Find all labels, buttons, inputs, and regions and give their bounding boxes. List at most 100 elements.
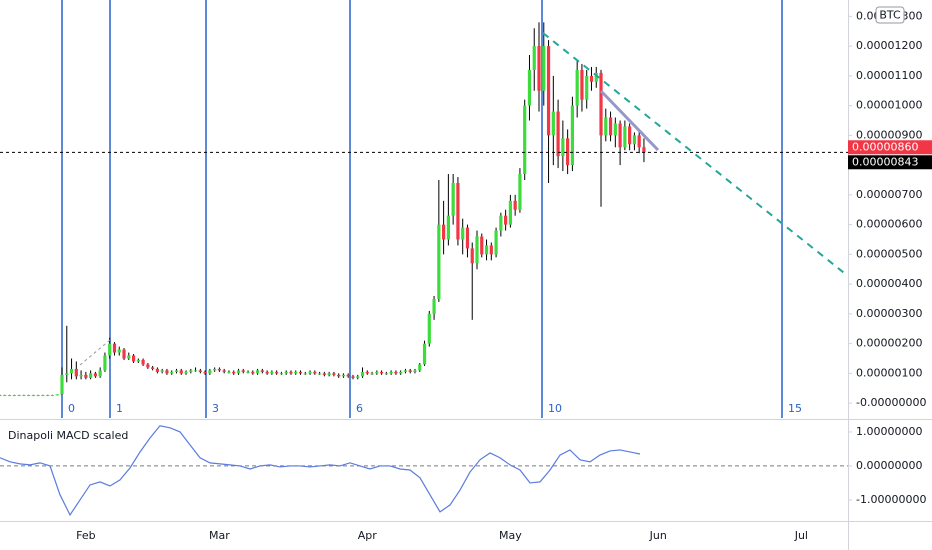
candle-body [93, 373, 97, 377]
x-tick-label: Apr [358, 529, 378, 542]
candle-body [446, 215, 450, 240]
candle-body [22, 395, 26, 397]
symbol: BTC [879, 9, 901, 22]
candle-body [84, 374, 88, 378]
candle-body [155, 368, 160, 372]
candle-body [613, 123, 617, 136]
candle-body [74, 368, 78, 377]
candle-body [337, 374, 341, 377]
y-tick-label: 0.00000400 [856, 277, 922, 290]
y-tick-label: 0.00001000 [856, 99, 922, 112]
candle-body [384, 373, 388, 375]
candle-body [208, 370, 212, 374]
candle-body [112, 343, 117, 353]
candle-body [642, 147, 646, 153]
candle-body [575, 69, 579, 106]
candle-body [165, 370, 169, 374]
y-tick-label: 0.00000200 [856, 337, 922, 350]
candle-body [399, 371, 403, 374]
candle-body [179, 370, 183, 374]
candle-body [599, 72, 603, 136]
candle-body [46, 395, 50, 397]
candle-body [566, 138, 570, 166]
y-tick-label: 0.00000300 [856, 307, 922, 320]
candle-body [227, 371, 231, 373]
candle-body [389, 371, 393, 374]
candle-body [327, 373, 331, 375]
candle-body [365, 371, 369, 374]
fib-time-label: 10 [548, 402, 562, 415]
candle-body [628, 126, 632, 145]
candle-body [537, 46, 541, 91]
y-tick-label: -0.00000000 [856, 396, 926, 409]
candle-body [174, 370, 179, 372]
candle-body [65, 373, 69, 375]
candle-body [36, 395, 40, 397]
candle-body [198, 370, 202, 372]
candle-body [484, 245, 489, 255]
candle-body [131, 355, 136, 362]
candle-body [594, 72, 598, 82]
x-tick-label: May [499, 529, 522, 542]
x-tick-label: Mar [209, 529, 230, 542]
candle-body [136, 359, 140, 362]
candle-body [523, 105, 527, 175]
candle-body [98, 370, 102, 377]
candle-body [31, 395, 35, 397]
candle-body [193, 370, 198, 372]
candle-body [69, 368, 74, 374]
candle-body [375, 371, 379, 374]
y-tick-label: 0.00000500 [856, 247, 922, 260]
candle-body [213, 368, 217, 371]
candle-body [585, 75, 589, 100]
candle-body [637, 135, 641, 148]
candle-body [442, 224, 446, 240]
candle-body [260, 370, 264, 372]
candle-body [542, 46, 546, 91]
candle-body [160, 370, 164, 372]
trend-line [599, 89, 660, 152]
candle-body [170, 371, 174, 374]
y-tick-label: 0.00001100 [856, 69, 922, 82]
candle-body [117, 349, 121, 353]
candle-body [451, 182, 455, 216]
price-label-box [848, 155, 932, 170]
indicator-y-tick-label: 1.00000000 [856, 425, 922, 438]
candle-body [308, 371, 312, 374]
candle-body [432, 298, 436, 314]
indicator-line [0, 425, 641, 517]
candle-body [294, 371, 298, 374]
candle-body [403, 370, 408, 372]
price-label: 0.00000843 [852, 155, 918, 168]
indicator-y-tick-label: 0.00000000 [856, 459, 922, 472]
candle-body [370, 373, 374, 375]
candle-body [427, 313, 431, 344]
candle-body [270, 371, 274, 374]
candle-body [456, 182, 460, 240]
candle-body [556, 111, 560, 157]
candle-body [41, 395, 45, 397]
candle-body [332, 373, 336, 375]
candle-body [203, 371, 207, 374]
candle-body [303, 373, 307, 375]
candle-body [489, 245, 493, 255]
y-tick-label: 0.00001200 [856, 39, 922, 52]
y-tick-label: 0.00000900 [856, 128, 922, 141]
candle-body [12, 395, 16, 397]
candle-body [518, 174, 522, 210]
candle-body [141, 359, 145, 365]
fib-time-label: 3 [212, 402, 219, 415]
candle-body [27, 395, 31, 397]
candle-body [618, 123, 622, 148]
candle-body [251, 371, 255, 374]
candle-body [279, 373, 284, 375]
candle-body [246, 371, 250, 373]
candle-body [475, 236, 479, 264]
candle-body [0, 395, 2, 397]
candle-body [608, 117, 613, 136]
indicator-title: Dinapoli MACD scaled [8, 429, 128, 442]
fib-time-label: 1 [116, 402, 123, 415]
indicator-y-tick-label: -1.00000000 [856, 493, 926, 506]
